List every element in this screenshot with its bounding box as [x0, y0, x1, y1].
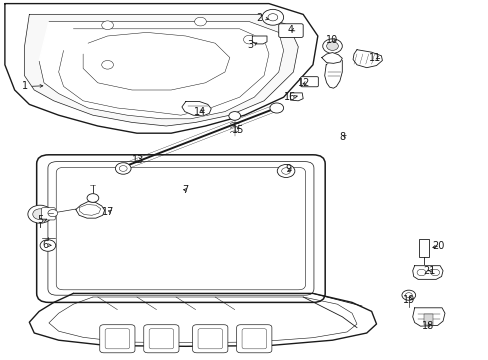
- Text: 8: 8: [339, 132, 345, 142]
- FancyBboxPatch shape: [192, 325, 227, 353]
- FancyBboxPatch shape: [242, 329, 266, 349]
- Text: 19: 19: [402, 294, 414, 305]
- FancyBboxPatch shape: [56, 167, 305, 290]
- Circle shape: [194, 17, 206, 26]
- Circle shape: [430, 269, 439, 276]
- FancyBboxPatch shape: [236, 325, 271, 353]
- Circle shape: [277, 165, 294, 177]
- Text: 1: 1: [22, 81, 28, 91]
- Text: 20: 20: [431, 240, 444, 251]
- Text: 11: 11: [368, 53, 381, 63]
- Polygon shape: [76, 202, 104, 218]
- Circle shape: [326, 42, 338, 50]
- Text: 9: 9: [285, 164, 291, 174]
- Circle shape: [243, 35, 255, 44]
- Polygon shape: [49, 297, 356, 343]
- Polygon shape: [29, 293, 376, 346]
- Circle shape: [281, 168, 290, 174]
- Polygon shape: [412, 266, 442, 279]
- Circle shape: [102, 21, 113, 30]
- Polygon shape: [182, 102, 211, 116]
- FancyBboxPatch shape: [41, 208, 55, 220]
- Circle shape: [48, 210, 58, 217]
- Circle shape: [119, 166, 127, 171]
- FancyBboxPatch shape: [48, 162, 313, 295]
- FancyBboxPatch shape: [198, 329, 222, 349]
- FancyBboxPatch shape: [278, 24, 303, 37]
- Text: 6: 6: [42, 240, 48, 250]
- Text: 15: 15: [232, 125, 244, 135]
- Polygon shape: [352, 50, 382, 68]
- Text: 3: 3: [247, 40, 253, 50]
- Text: 5: 5: [37, 215, 43, 225]
- Polygon shape: [5, 4, 317, 133]
- Circle shape: [115, 163, 131, 174]
- Polygon shape: [59, 29, 268, 115]
- Text: 13: 13: [131, 155, 144, 165]
- Text: 16: 16: [284, 92, 296, 102]
- Polygon shape: [83, 32, 229, 90]
- FancyBboxPatch shape: [143, 325, 179, 353]
- Text: 21: 21: [422, 266, 435, 276]
- Polygon shape: [321, 53, 342, 63]
- FancyBboxPatch shape: [300, 77, 318, 87]
- Polygon shape: [252, 36, 266, 44]
- Text: 18: 18: [421, 321, 434, 331]
- Circle shape: [87, 194, 99, 202]
- Polygon shape: [290, 93, 303, 101]
- Circle shape: [40, 240, 56, 251]
- Circle shape: [228, 112, 240, 120]
- Circle shape: [269, 103, 283, 113]
- Circle shape: [322, 39, 342, 53]
- Text: 7: 7: [182, 185, 187, 195]
- Text: 17: 17: [102, 207, 115, 217]
- Bar: [424, 314, 432, 325]
- Polygon shape: [39, 22, 283, 119]
- Circle shape: [267, 14, 277, 21]
- Circle shape: [102, 60, 113, 69]
- Circle shape: [401, 290, 415, 300]
- FancyBboxPatch shape: [149, 329, 173, 349]
- Text: 4: 4: [287, 25, 293, 35]
- Circle shape: [416, 269, 425, 276]
- FancyBboxPatch shape: [100, 325, 135, 353]
- Circle shape: [405, 293, 411, 298]
- Bar: [418, 239, 428, 257]
- Polygon shape: [324, 58, 342, 88]
- Polygon shape: [24, 14, 298, 126]
- Text: 10: 10: [325, 35, 338, 45]
- Text: 14: 14: [194, 107, 206, 117]
- Circle shape: [262, 9, 283, 25]
- Circle shape: [28, 205, 52, 223]
- Text: 12: 12: [297, 78, 310, 88]
- Circle shape: [33, 209, 47, 220]
- FancyBboxPatch shape: [37, 155, 325, 302]
- Text: 2: 2: [256, 13, 262, 23]
- FancyBboxPatch shape: [105, 329, 129, 349]
- Polygon shape: [80, 204, 101, 215]
- Polygon shape: [412, 308, 444, 326]
